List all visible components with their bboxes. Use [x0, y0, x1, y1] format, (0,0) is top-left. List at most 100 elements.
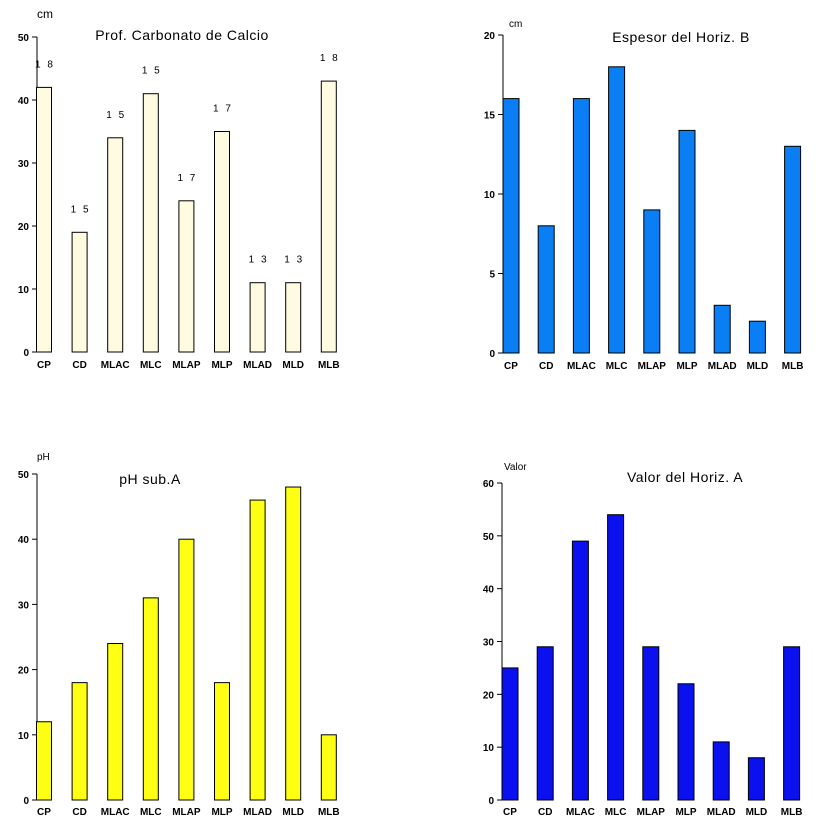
- y-axis-unit-label: cm: [509, 19, 522, 30]
- bar-mlap: [179, 201, 194, 352]
- x-tick-label: MLAD: [708, 361, 737, 372]
- bar-mlad: [713, 742, 729, 800]
- y-tick-label: 60: [483, 479, 495, 490]
- y-tick-label: 40: [18, 535, 30, 546]
- bar-mlp: [679, 130, 695, 353]
- y-tick-label: 30: [18, 600, 30, 611]
- bar-mlc: [143, 598, 158, 800]
- bar-mlac: [108, 138, 123, 352]
- y-tick-label: 50: [483, 532, 495, 543]
- y-axis-unit-label: Valor: [504, 462, 527, 473]
- x-tick-label: MLD: [746, 807, 768, 818]
- y-tick-label: 10: [483, 743, 495, 754]
- x-tick-label: MLAP: [172, 360, 201, 371]
- x-tick-label: MLP: [676, 361, 697, 372]
- x-tick-label: MLP: [675, 807, 696, 818]
- bar-cp: [37, 87, 52, 352]
- bar-mlad: [250, 283, 265, 352]
- y-tick-label: 0: [23, 796, 29, 807]
- bar-cd: [72, 683, 87, 800]
- y-tick-label: 15: [484, 111, 496, 122]
- y-tick-label: 30: [18, 159, 30, 170]
- y-tick-label: 20: [18, 666, 30, 677]
- x-tick-label: MLAD: [243, 360, 272, 371]
- x-tick-label: MLAC: [101, 807, 130, 818]
- bar-mlac: [573, 99, 589, 353]
- x-tick-label: CD: [538, 807, 552, 818]
- bar-mlac: [572, 541, 588, 800]
- y-tick-label: 20: [18, 222, 30, 233]
- bar-mlb: [321, 735, 336, 800]
- bar-mld: [286, 487, 301, 800]
- bar-mld: [748, 758, 764, 800]
- x-tick-label: MLB: [318, 360, 340, 371]
- x-tick-label: CP: [37, 807, 51, 818]
- y-tick-label: 40: [18, 96, 30, 107]
- x-tick-label: CD: [72, 360, 86, 371]
- data-label: 1 5: [106, 110, 126, 121]
- x-tick-label: MLP: [211, 807, 232, 818]
- x-tick-label: MLAC: [567, 361, 596, 372]
- bar-mlp: [215, 683, 230, 800]
- x-tick-label: MLB: [782, 361, 804, 372]
- y-tick-label: 0: [23, 348, 29, 359]
- chart-1: Prof. Carbonato de Calcio cm 0 10 20 30 40 50 CP…: [18, 7, 340, 371]
- bar-mlap: [644, 210, 660, 353]
- x-tick-label: MLP: [211, 360, 232, 371]
- x-tick-label: CP: [37, 360, 51, 371]
- data-label: 1 5: [142, 66, 162, 77]
- x-tick-label: MLAP: [637, 807, 666, 818]
- bar-mlad: [714, 305, 730, 353]
- x-tick-label: MLC: [605, 807, 627, 818]
- x-tick-label: MLB: [318, 807, 340, 818]
- x-tick-label: CP: [504, 361, 518, 372]
- bar-cp: [502, 668, 518, 800]
- y-tick-label: 20: [484, 31, 496, 42]
- bar-mlp: [678, 684, 694, 800]
- x-tick-label: MLD: [747, 361, 769, 372]
- y-tick-label: 50: [18, 470, 30, 481]
- data-label: 1 8: [320, 53, 340, 64]
- chart-title: Espesor del Horiz. B: [612, 29, 750, 45]
- chart-4: Valor del Horiz. A Valor 0 10 20 30 40 50 60 CP CD…: [483, 462, 803, 818]
- y-tick-label: 50: [18, 33, 30, 44]
- bar-mlp: [215, 132, 230, 353]
- y-axis-unit-label: cm: [37, 7, 53, 21]
- bar-cp: [37, 722, 52, 800]
- y-tick-label: 10: [18, 285, 30, 296]
- chart-title: pH sub.A: [119, 471, 181, 487]
- data-label: 1 7: [213, 104, 233, 115]
- y-axis-unit-label: pH: [37, 452, 50, 463]
- bar-mlac: [108, 644, 123, 800]
- x-tick-label: MLAC: [566, 807, 595, 818]
- x-tick-label: MLD: [282, 360, 304, 371]
- chart-title: Prof. Carbonato de Calcio: [95, 27, 269, 43]
- bar-cd: [72, 232, 87, 352]
- data-label: 1 5: [71, 204, 91, 215]
- x-tick-label: MLAP: [638, 361, 667, 372]
- chart-title: Valor del Horiz. A: [627, 469, 743, 485]
- data-label: 1 8: [35, 59, 55, 70]
- x-tick-label: CP: [503, 807, 517, 818]
- x-tick-label: MLC: [606, 361, 628, 372]
- y-tick-label: 10: [484, 190, 496, 201]
- chart-2: Espesor del Horiz. B cm 0 5 10 15 20 CP CD MLAC ML…: [484, 19, 804, 372]
- y-tick-label: 0: [489, 349, 495, 360]
- x-tick-label: MLAD: [243, 807, 272, 818]
- bar-mlap: [179, 539, 194, 800]
- bar-mlc: [143, 94, 158, 352]
- bar-cd: [538, 226, 554, 353]
- data-label: 1 3: [249, 255, 269, 266]
- x-tick-label: CD: [539, 361, 553, 372]
- bar-mld: [749, 321, 765, 353]
- bar-mlb: [784, 647, 800, 800]
- bar-cp: [503, 99, 519, 353]
- x-tick-label: MLD: [282, 807, 304, 818]
- bar-mlc: [609, 67, 625, 353]
- y-tick-label: 0: [488, 796, 494, 807]
- x-tick-label: MLB: [781, 807, 803, 818]
- bar-mlap: [643, 647, 659, 800]
- x-tick-label: MLC: [140, 360, 162, 371]
- x-tick-label: MLAC: [101, 360, 130, 371]
